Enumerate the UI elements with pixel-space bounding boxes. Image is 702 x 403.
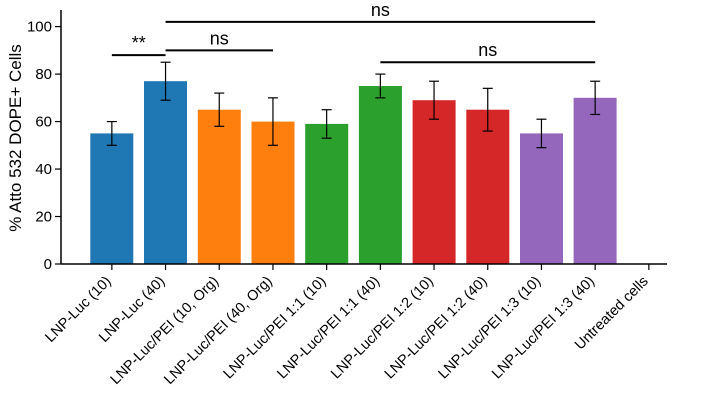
- x-tick-label-2: LNP-Luc/PEI (10, Org): [108, 274, 222, 388]
- significance-label-0: **: [132, 33, 146, 53]
- bar-0: [90, 133, 134, 264]
- bar-6: [412, 100, 456, 264]
- y-tick-label-20: 20: [35, 209, 52, 226]
- bar-8: [520, 133, 563, 264]
- x-tick-label-3: LNP-Luc/PEI (40, Org): [161, 274, 275, 388]
- x-tick-label-7: LNP-Luc/PEI 1:2 (40): [382, 274, 491, 383]
- bar-1: [144, 81, 187, 264]
- significance-group: ** ns ns ns: [111, 0, 596, 64]
- y-tick-label-0: 0: [44, 256, 52, 273]
- x-tick-label-4: LNP-Luc/PEI 1:1 (10): [221, 274, 330, 383]
- bar-2: [197, 109, 241, 264]
- bar-7: [466, 109, 510, 264]
- error-bars-group: [106, 61, 601, 149]
- bar-9: [573, 97, 617, 264]
- bars-group: [90, 81, 617, 265]
- x-tick-label-8: LNP-Luc/PEI 1:3 (10): [436, 274, 545, 383]
- bar-4: [305, 123, 349, 265]
- y-tick-label-60: 60: [35, 114, 52, 131]
- significance-label-3: ns: [478, 40, 497, 60]
- bar-5: [358, 86, 402, 264]
- x-tick-label-5: LNP-Luc/PEI 1:1 (40): [274, 274, 383, 383]
- y-tick-label-80: 80: [35, 66, 52, 83]
- x-tick-label-9: LNP-Luc/PEI 1:3 (40): [489, 274, 598, 383]
- significance-label-2: ns: [371, 0, 390, 20]
- x-tick-label-6: LNP-Luc/PEI 1:2 (10): [328, 274, 437, 383]
- y-tick-label-100: 100: [27, 19, 52, 36]
- y-tick-label-40: 40: [35, 161, 52, 178]
- significance-label-1: ns: [210, 28, 229, 48]
- y-axis-label: % Atto 532 DOPE+ Cells: [6, 44, 25, 232]
